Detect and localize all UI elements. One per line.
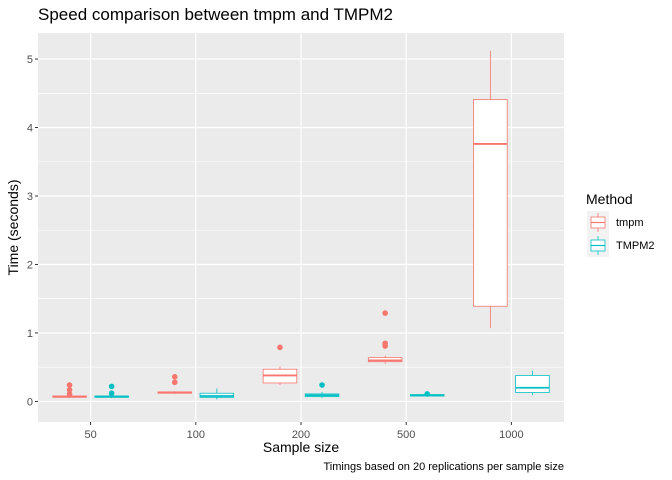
box-tmpm2-200 (304, 382, 340, 399)
x-axis-title: Sample size (263, 439, 339, 455)
outlier-point (382, 340, 388, 347)
outlier-point (424, 391, 431, 397)
box-tmpm-100 (157, 373, 192, 394)
x-tick-label: 50 (84, 429, 96, 441)
box-tmpm-50 (52, 382, 87, 399)
outlier-point (382, 310, 388, 316)
legend-label: TMPM2 (616, 240, 655, 252)
box-tmpm2-500 (410, 391, 445, 397)
y-axis-ticks: 0 1 2 3 4 5 (27, 54, 38, 408)
box-tmpm-200 (262, 344, 298, 386)
box-iqr (473, 99, 508, 307)
outlier-point (108, 390, 115, 397)
y-tick-label: 2 (27, 259, 33, 271)
legend-key-tmpm2: TMPM2 (587, 234, 655, 257)
outlier-point (319, 382, 325, 388)
legend-title: Method (586, 191, 633, 207)
y-tick-label: 3 (27, 191, 33, 203)
box-tmpm-1000 (473, 50, 508, 329)
x-tick-label: 500 (397, 429, 415, 441)
outlier-point (108, 383, 115, 390)
box-tmpm2-1000 (515, 370, 550, 396)
chart-caption: Timings based on 20 replications per sam… (324, 461, 565, 473)
y-tick-label: 4 (27, 123, 33, 135)
chart-title: Speed comparison between tmpm and TMPM2 (38, 5, 393, 24)
x-tick-label: 1000 (499, 429, 523, 441)
x-axis-ticks: 50 100 200 500 1000 (84, 422, 524, 441)
y-axis-title: Time (seconds) (5, 180, 21, 276)
x-tick-label: 100 (187, 429, 205, 441)
box-tmpm2-50 (94, 383, 129, 399)
outlier-point (171, 373, 178, 380)
legend-label: tmpm (616, 217, 644, 229)
outlier-point (66, 382, 73, 388)
box-tmpm2-100 (199, 388, 235, 400)
series-tmpm (52, 50, 508, 399)
outlier-point (66, 387, 73, 393)
x-tick-label: 200 (292, 429, 310, 441)
outlier-point (171, 379, 178, 386)
box-iqr (515, 375, 550, 393)
legend: Method tmpm TMPM2 (586, 191, 655, 257)
outlier-point (277, 344, 283, 351)
box-tmpm-500 (367, 310, 403, 364)
legend-key-tmpm: tmpm (587, 211, 644, 234)
box-series (52, 50, 550, 400)
series-tmpm2 (94, 370, 550, 400)
outlier-point (66, 391, 73, 397)
y-tick-label: 0 (27, 396, 33, 408)
y-tick-label: 1 (27, 328, 33, 340)
y-tick-label: 5 (27, 54, 33, 66)
